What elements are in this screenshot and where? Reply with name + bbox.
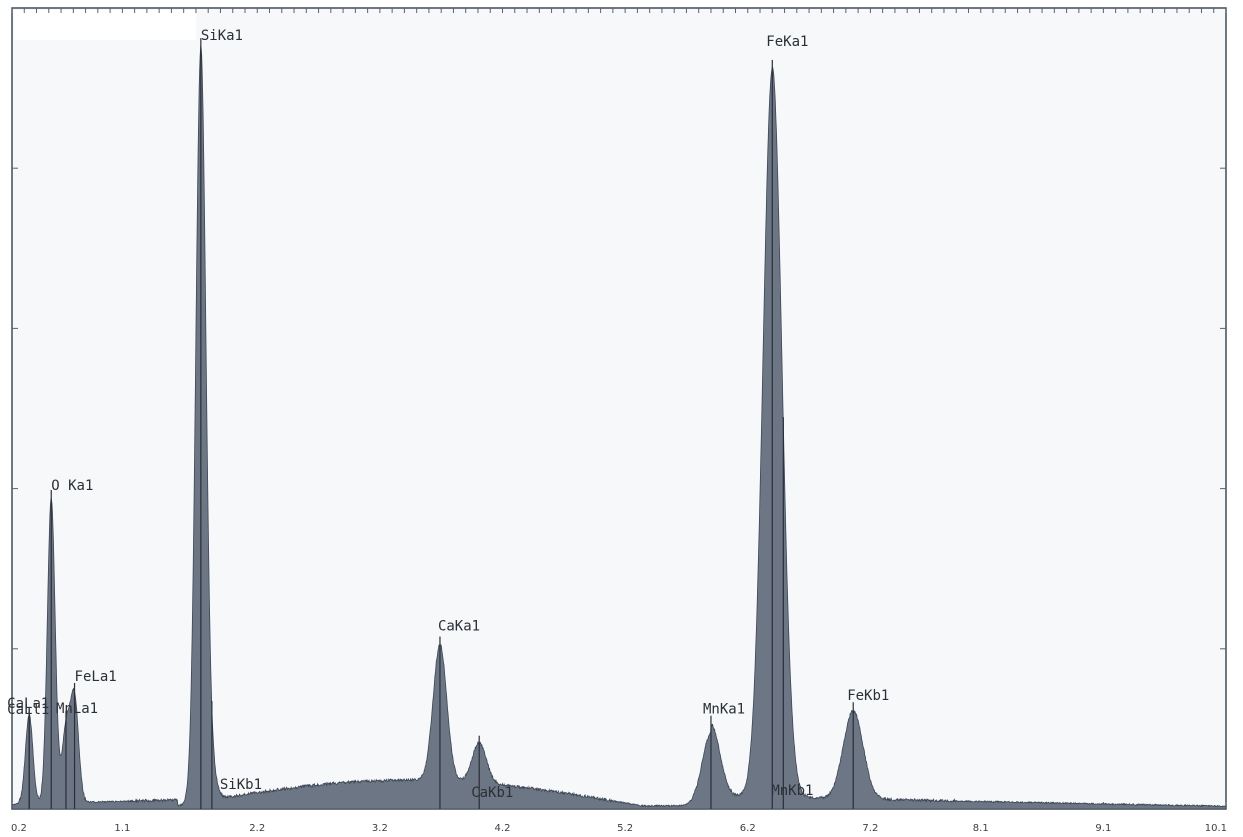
ticks-layer: 0.2 1.1 2.2 3.2 4.2 5.2 6.2 7.2 8.1 9.1 10.1 xyxy=(11,8,1227,834)
x-tick-label: 8.1 xyxy=(973,823,989,834)
x-tick-label: 1.1 xyxy=(114,823,130,834)
peak-label: MnKa1 xyxy=(703,702,745,718)
peak-label: CaKa1 xyxy=(438,618,480,634)
x-tick-label: 2.2 xyxy=(249,823,265,834)
spectrum-layer xyxy=(11,45,1227,810)
peak-label: FeKa1 xyxy=(766,34,808,50)
x-tick-label: 3.2 xyxy=(372,823,388,834)
x-tick-label: 7.2 xyxy=(862,823,878,834)
plot-background xyxy=(11,7,1227,810)
peak-label: O Ka1 xyxy=(51,478,93,494)
spectrum-area xyxy=(11,45,1227,810)
x-tick-label: 5.2 xyxy=(617,823,633,834)
peak-markers-layer xyxy=(28,38,854,809)
peak-label: SiKa1 xyxy=(201,28,243,44)
x-tick-label: 6.2 xyxy=(740,823,756,834)
corner-highlight xyxy=(14,10,196,40)
x-tick-label: 0.2 xyxy=(11,823,27,834)
peak-label: MnLa1 xyxy=(56,701,98,717)
peak-label: CaLl1 xyxy=(7,702,49,718)
peak-label: FeKb1 xyxy=(847,688,889,704)
x-tick-label: 9.1 xyxy=(1095,823,1111,834)
x-tick-label: 4.2 xyxy=(495,823,511,834)
plot-area xyxy=(11,7,1227,810)
peak-label: MnKb1 xyxy=(771,783,813,799)
x-tick-label: 10.1 xyxy=(1205,823,1227,834)
peak-label: CaKb1 xyxy=(471,785,513,801)
peak-label: FeLa1 xyxy=(75,669,117,685)
peak-label: CaLa1 xyxy=(7,696,49,712)
peak-label: SiKb1 xyxy=(220,777,262,793)
